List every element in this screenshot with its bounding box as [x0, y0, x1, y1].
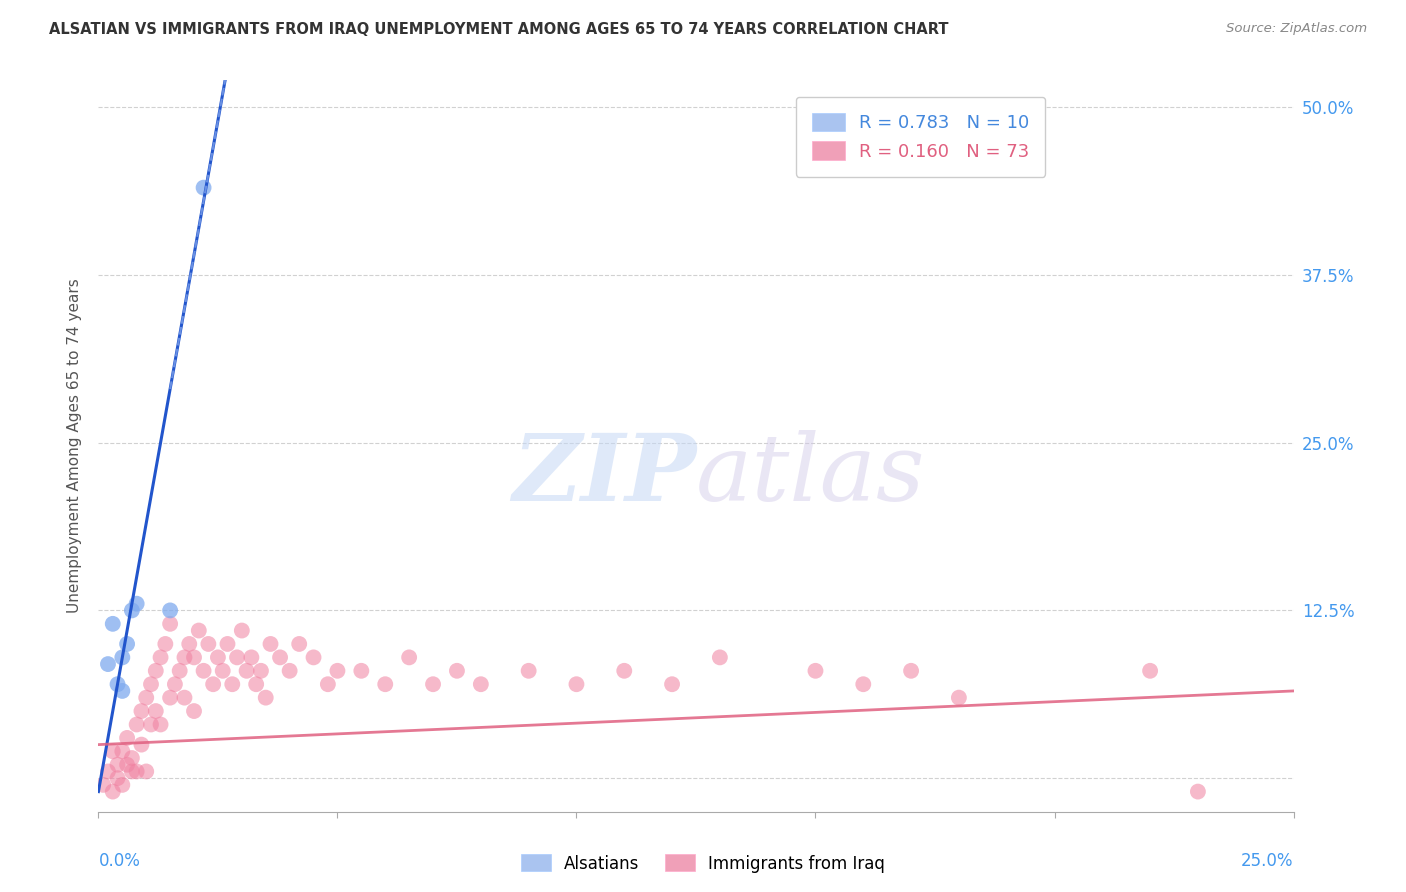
Point — [125, 764, 148, 779]
Point — [398, 650, 420, 665]
Text: 0.0%: 0.0% — [98, 852, 141, 870]
Point — [107, 677, 129, 691]
Legend: Alsatians, Immigrants from Iraq: Alsatians, Immigrants from Iraq — [515, 847, 891, 880]
Point — [278, 664, 301, 678]
Point — [111, 778, 134, 792]
Text: Source: ZipAtlas.com: Source: ZipAtlas.com — [1226, 22, 1367, 36]
Point — [207, 650, 229, 665]
Point — [226, 650, 249, 665]
Point — [1187, 784, 1209, 798]
Point — [288, 637, 311, 651]
Point — [107, 771, 129, 785]
Point — [350, 664, 373, 678]
Point — [101, 784, 124, 798]
Text: ZIP: ZIP — [512, 430, 696, 520]
Point — [316, 677, 339, 691]
Point — [115, 731, 138, 745]
Point — [125, 717, 148, 731]
Point — [163, 677, 186, 691]
Point — [187, 624, 209, 638]
Point — [446, 664, 468, 678]
Point — [173, 690, 195, 705]
Point — [302, 650, 325, 665]
Point — [169, 664, 191, 678]
Point — [101, 616, 124, 631]
Point — [240, 650, 263, 665]
Point — [259, 637, 281, 651]
Point — [193, 664, 215, 678]
Point — [159, 616, 181, 631]
Point — [139, 677, 162, 691]
Point — [97, 764, 120, 779]
Point — [948, 690, 970, 705]
Point — [149, 650, 172, 665]
Point — [135, 764, 157, 779]
Point — [121, 603, 143, 617]
Point — [211, 664, 233, 678]
Point — [121, 764, 143, 779]
Point — [115, 757, 138, 772]
Point — [107, 757, 129, 772]
Point — [221, 677, 243, 691]
Point — [804, 664, 827, 678]
Point — [326, 664, 349, 678]
Point — [470, 677, 492, 691]
Point — [159, 690, 181, 705]
Point — [159, 603, 181, 617]
Point — [231, 624, 253, 638]
Point — [565, 677, 588, 691]
Point — [202, 677, 225, 691]
Point — [254, 690, 277, 705]
Point — [179, 637, 201, 651]
Point — [111, 650, 134, 665]
Point — [145, 704, 167, 718]
Point — [517, 664, 540, 678]
Y-axis label: Unemployment Among Ages 65 to 74 years: Unemployment Among Ages 65 to 74 years — [67, 278, 83, 614]
Point — [197, 637, 219, 651]
Point — [131, 704, 153, 718]
Point — [217, 637, 239, 651]
Point — [91, 778, 114, 792]
Point — [111, 744, 134, 758]
Text: ALSATIAN VS IMMIGRANTS FROM IRAQ UNEMPLOYMENT AMONG AGES 65 TO 74 YEARS CORRELAT: ALSATIAN VS IMMIGRANTS FROM IRAQ UNEMPLO… — [49, 22, 949, 37]
Point — [121, 751, 143, 765]
Point — [613, 664, 636, 678]
Point — [235, 664, 257, 678]
Point — [374, 677, 396, 691]
Point — [245, 677, 267, 691]
Point — [125, 597, 148, 611]
Point — [155, 637, 177, 651]
Point — [145, 664, 167, 678]
Point — [900, 664, 922, 678]
Point — [139, 717, 162, 731]
Point — [422, 677, 444, 691]
Point — [173, 650, 195, 665]
Point — [183, 704, 205, 718]
Legend: R = 0.783   N = 10, R = 0.160   N = 73: R = 0.783 N = 10, R = 0.160 N = 73 — [796, 96, 1046, 177]
Text: atlas: atlas — [696, 430, 925, 520]
Text: 25.0%: 25.0% — [1241, 852, 1294, 870]
Point — [131, 738, 153, 752]
Point — [111, 684, 134, 698]
Point — [115, 637, 138, 651]
Point — [1139, 664, 1161, 678]
Point — [852, 677, 875, 691]
Point — [135, 690, 157, 705]
Point — [193, 180, 215, 194]
Point — [661, 677, 683, 691]
Point — [183, 650, 205, 665]
Point — [101, 744, 124, 758]
Point — [709, 650, 731, 665]
Point — [149, 717, 172, 731]
Point — [250, 664, 273, 678]
Point — [269, 650, 291, 665]
Point — [97, 657, 120, 671]
